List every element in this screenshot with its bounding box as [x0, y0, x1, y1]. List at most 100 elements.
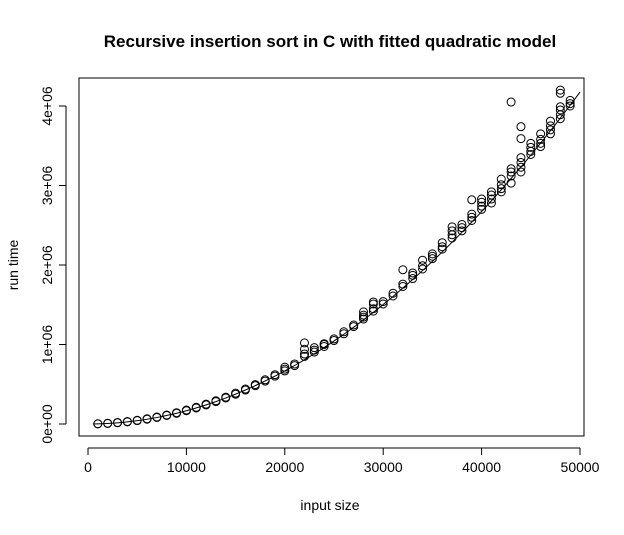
- x-tick-label: 10000: [167, 459, 206, 475]
- data-point: [447, 233, 457, 243]
- data-point: [447, 222, 457, 232]
- data-point: [427, 251, 437, 261]
- data-point: [565, 99, 575, 109]
- x-axis-label: input size: [300, 497, 359, 513]
- data-point: [506, 97, 516, 107]
- data-point: [555, 105, 565, 115]
- y-tick-label: 1e+06: [39, 325, 55, 365]
- y-tick-label: 2e+06: [39, 245, 55, 285]
- y-tick-label: 4e+06: [39, 86, 55, 126]
- data-point: [152, 412, 162, 422]
- data-point: [418, 264, 428, 274]
- data-point: [299, 338, 309, 348]
- data-point: [437, 238, 447, 248]
- data-points: [93, 85, 575, 429]
- data-point: [477, 204, 487, 214]
- data-point: [132, 415, 142, 425]
- data-point: [427, 254, 437, 264]
- data-point: [418, 261, 428, 271]
- data-point: [486, 194, 496, 204]
- data-point: [162, 410, 172, 420]
- data-point: [496, 184, 506, 194]
- data-point: [516, 162, 526, 172]
- data-point: [240, 384, 250, 394]
- x-tick-label: 20000: [265, 459, 304, 475]
- data-point: [506, 167, 516, 177]
- data-point: [565, 101, 575, 111]
- data-point: [477, 197, 487, 207]
- data-point: [516, 134, 526, 144]
- data-point: [231, 388, 241, 398]
- data-point: [496, 187, 506, 197]
- data-point: [378, 297, 388, 307]
- data-point: [388, 291, 398, 301]
- data-point: [496, 174, 506, 184]
- data-point: [408, 270, 418, 280]
- data-point: [565, 95, 575, 105]
- x-tick-label: 50000: [561, 459, 600, 475]
- data-point: [398, 281, 408, 291]
- data-point: [181, 405, 191, 415]
- data-point: [545, 116, 555, 126]
- data-point: [211, 396, 221, 406]
- data-point: [467, 215, 477, 225]
- data-point: [536, 129, 546, 139]
- data-point: [437, 242, 447, 252]
- data-point: [221, 392, 231, 402]
- data-point: [516, 157, 526, 167]
- fit-curve-layer: [92, 91, 581, 425]
- data-point: [496, 180, 506, 190]
- data-point: [506, 164, 516, 174]
- data-point: [545, 125, 555, 135]
- data-point: [457, 226, 467, 236]
- data-point: [398, 279, 408, 289]
- data-point: [250, 380, 260, 390]
- data-point: [270, 370, 280, 380]
- data-point: [339, 327, 349, 337]
- x-tick-label: 40000: [462, 459, 501, 475]
- data-point: [299, 344, 309, 354]
- data-point: [299, 349, 309, 359]
- data-point: [427, 249, 437, 259]
- y-axis: 0e+00 1e+06 2e+06 3e+06 4e+06: [39, 86, 67, 444]
- data-point: [516, 122, 526, 132]
- data-point: [93, 419, 103, 429]
- data-point: [113, 417, 123, 427]
- data-point: [555, 114, 565, 124]
- x-tick-label: 0: [84, 459, 92, 475]
- data-point: [368, 304, 378, 314]
- data-point: [309, 345, 319, 355]
- data-point: [260, 375, 270, 385]
- data-point: [319, 339, 329, 349]
- data-point: [172, 408, 182, 418]
- y-tick-label: 3e+06: [39, 166, 55, 206]
- data-point: [447, 226, 457, 236]
- data-point: [477, 201, 487, 211]
- data-point: [418, 255, 428, 265]
- data-point: [526, 142, 536, 152]
- data-point: [191, 402, 201, 412]
- data-point: [526, 138, 536, 148]
- data-point: [408, 274, 418, 284]
- data-point: [457, 219, 467, 229]
- x-tick-label: 30000: [364, 459, 403, 475]
- data-point: [545, 121, 555, 131]
- y-axis-label: run time: [5, 240, 21, 291]
- data-point: [103, 418, 113, 428]
- data-point: [201, 399, 211, 409]
- data-point: [486, 190, 496, 200]
- data-point: [368, 306, 378, 316]
- data-point: [142, 414, 152, 424]
- data-point: [299, 351, 309, 361]
- x-axis: 0 10000 20000 30000 40000 50000: [84, 447, 600, 475]
- data-point: [359, 307, 369, 317]
- data-point: [467, 195, 477, 205]
- chart-title: Recursive insertion sort in C with fitte…: [104, 32, 556, 51]
- data-point: [536, 138, 546, 148]
- data-point: [486, 187, 496, 197]
- data-point: [437, 244, 447, 254]
- data-point: [280, 362, 290, 372]
- data-point: [359, 310, 369, 320]
- data-point: [526, 149, 536, 159]
